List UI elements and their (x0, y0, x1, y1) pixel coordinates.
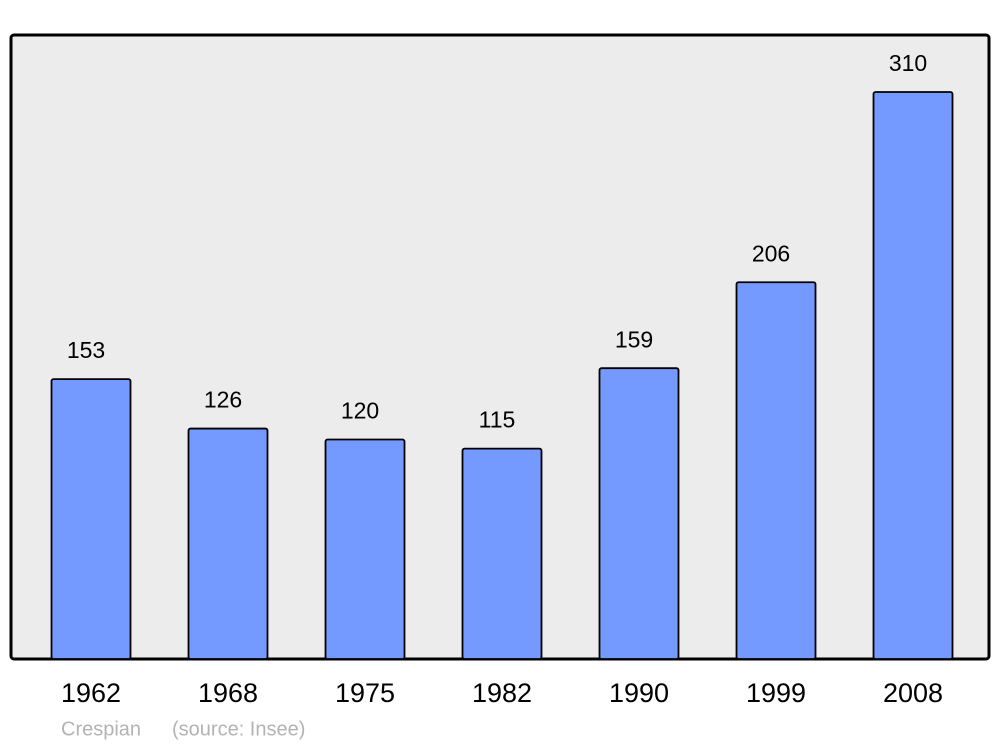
x-tick-label: 1999 (746, 678, 806, 708)
bar (461, 447, 543, 660)
x-tick-label: 1975 (335, 678, 395, 708)
bar (187, 427, 269, 660)
value-label: 115 (479, 407, 516, 433)
bar (324, 438, 406, 660)
value-label: 126 (204, 387, 242, 413)
chart-caption: Crespian (61, 718, 141, 740)
bar (735, 281, 817, 660)
x-tick-label: 1962 (61, 678, 121, 708)
bar (598, 367, 680, 660)
value-label: 310 (889, 50, 927, 76)
chart-source: (source: Insee) (172, 718, 305, 740)
value-label: 159 (615, 326, 653, 352)
value-label: 120 (341, 398, 379, 424)
x-tick-label: 1968 (198, 678, 258, 708)
x-tick-label: 1982 (472, 678, 532, 708)
bar (872, 91, 954, 660)
x-tick-label: 1990 (609, 678, 669, 708)
x-tick-label: 2008 (883, 678, 943, 708)
value-label: 153 (67, 337, 105, 363)
value-label: 206 (752, 240, 790, 266)
bar (50, 378, 132, 660)
